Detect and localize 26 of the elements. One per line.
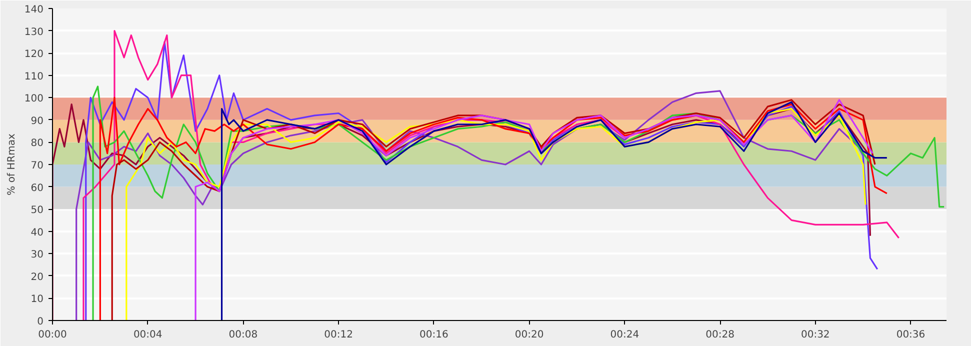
y-tick-label: 100 [24,94,44,105]
y-tick-label: 40 [30,227,44,238]
y-tick-label: 90 [30,116,44,127]
x-tick-label: 00:04 [133,330,162,340]
x-tick-label: 00:16 [420,330,448,340]
y-tick-label: 80 [30,138,44,150]
x-tick-label: 00:00 [38,330,67,340]
y-tick-label: 50 [30,205,44,216]
y-tick-label: 20 [30,272,44,283]
x-tick-label: 00:28 [706,330,734,340]
y-tick-label: 110 [24,71,44,82]
x-tick-label: 00:32 [800,330,830,340]
y-tick-label: 10 [30,294,44,306]
x-tick-label: 00:36 [896,330,926,340]
y-tick-label: 0 [37,316,44,328]
y-tick-label: 140 [24,4,44,16]
y-tick-label: 30 [30,250,44,261]
y-tick-label: 130 [24,26,44,38]
y-tick-label: 120 [24,49,44,60]
x-tick-label: 00:20 [514,330,544,340]
y-tick-label: 60 [30,182,44,194]
x-tick-label: 00:08 [228,330,258,340]
x-tick-label: 00:24 [610,330,640,340]
y-axis-title: % of HRmax [6,134,18,196]
x-tick-label: 00:12 [324,330,353,340]
y-tick-label: 70 [30,160,44,172]
